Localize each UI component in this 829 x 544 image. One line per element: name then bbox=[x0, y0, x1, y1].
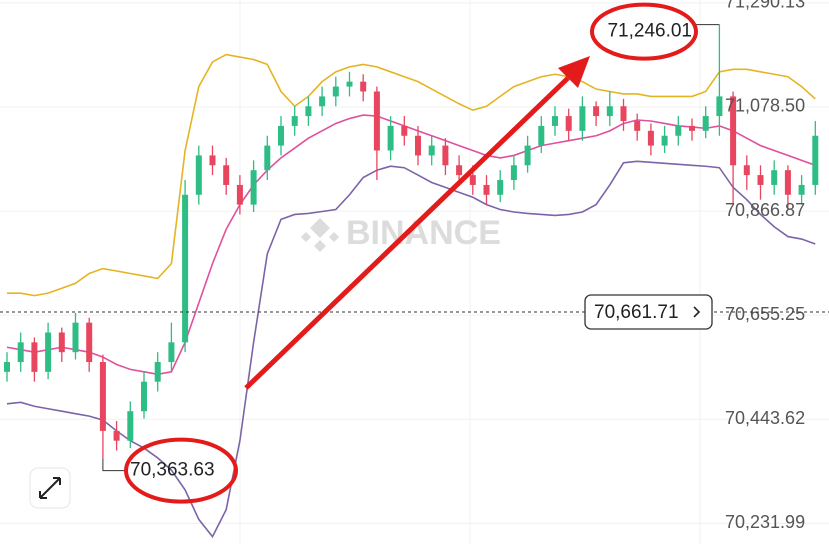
watermark-logo bbox=[301, 218, 339, 252]
candle-body bbox=[442, 145, 449, 166]
candle-body bbox=[236, 184, 243, 205]
candle-body bbox=[141, 381, 147, 412]
candle-body bbox=[702, 116, 709, 131]
annotations: 70,661.71 71,246.01 70,363.63 bbox=[0, 2, 829, 504]
y-tick-label: 70,231.99 bbox=[725, 512, 805, 532]
candle-body bbox=[45, 332, 52, 372]
candle-body bbox=[291, 116, 298, 126]
candle-body bbox=[373, 91, 380, 151]
candle-body bbox=[127, 411, 134, 441]
candle-body bbox=[771, 170, 778, 185]
low-circle bbox=[124, 437, 238, 504]
band-line bbox=[7, 53, 816, 297]
candle-body bbox=[661, 135, 668, 146]
candle-body bbox=[4, 362, 10, 372]
candle-body bbox=[538, 125, 545, 146]
candle-body bbox=[716, 96, 723, 117]
candle-body bbox=[99, 362, 106, 431]
candle-body bbox=[415, 135, 421, 156]
candle-body bbox=[606, 106, 613, 117]
high-circle bbox=[590, 2, 698, 61]
current-price-label: 70,661.71 bbox=[594, 302, 679, 323]
high-label: 71,246.01 bbox=[607, 21, 692, 42]
candle-body bbox=[428, 145, 435, 156]
candle-body bbox=[483, 184, 490, 195]
current-price-box bbox=[584, 294, 713, 330]
candle-body bbox=[278, 125, 284, 146]
candle-body bbox=[510, 165, 517, 181]
arrow bbox=[244, 56, 590, 390]
candle-body bbox=[552, 116, 558, 126]
candle-body bbox=[154, 362, 161, 382]
candle-body bbox=[497, 180, 504, 195]
candle-body bbox=[58, 332, 65, 353]
candle-body bbox=[798, 184, 805, 195]
candle-body bbox=[305, 106, 312, 117]
expand-button[interactable] bbox=[29, 467, 71, 509]
watermark: BINANCE bbox=[301, 214, 501, 252]
candle-body bbox=[17, 342, 24, 363]
candle-body bbox=[332, 86, 339, 97]
candle-body bbox=[757, 175, 764, 185]
candle-body bbox=[401, 125, 408, 136]
candles bbox=[4, 24, 819, 459]
low-label: 70,363.63 bbox=[130, 460, 215, 481]
y-tick-label: 70,443.62 bbox=[725, 408, 805, 428]
candle-body bbox=[812, 135, 819, 185]
y-tick-label: 70,866.87 bbox=[725, 200, 805, 220]
candle-body bbox=[456, 165, 463, 176]
candle-body bbox=[72, 322, 79, 353]
candle-body bbox=[565, 116, 572, 131]
candle-body bbox=[182, 194, 189, 343]
candle-body bbox=[250, 170, 257, 205]
low-connector bbox=[102, 458, 128, 472]
arrow-line bbox=[244, 76, 570, 390]
candle-body bbox=[593, 106, 600, 117]
candle-body bbox=[730, 96, 737, 166]
candle-body bbox=[675, 125, 682, 136]
chevron bbox=[693, 306, 701, 318]
candle-body bbox=[209, 155, 216, 166]
y-tick-label: 70,655.25 bbox=[725, 304, 805, 324]
y-tick-label: 71,290.13 bbox=[725, 0, 805, 12]
candle-body bbox=[634, 120, 641, 131]
candle-body bbox=[86, 322, 93, 363]
candle-body bbox=[743, 165, 750, 176]
candle-body bbox=[195, 155, 202, 195]
candle-body bbox=[524, 145, 531, 166]
y-axis: 70,231.99 70,443.62 70,655.25 70,866.87 71,0… bbox=[725, 0, 805, 532]
arrow-head bbox=[558, 56, 590, 88]
candle-body bbox=[784, 170, 791, 195]
y-tick-label: 71,078.50 bbox=[725, 96, 805, 116]
candle-body bbox=[346, 81, 353, 87]
candle-body bbox=[113, 430, 120, 441]
candle-body bbox=[647, 130, 654, 146]
candle-body bbox=[360, 81, 367, 92]
candle-body bbox=[264, 145, 271, 171]
candle-body bbox=[469, 175, 476, 185]
candle-body bbox=[579, 106, 586, 131]
candle-body bbox=[689, 125, 695, 131]
candle-body bbox=[168, 342, 175, 363]
candle-body bbox=[387, 125, 394, 151]
expand-icon[interactable] bbox=[39, 477, 61, 499]
candle-body bbox=[620, 106, 627, 121]
candle-body bbox=[223, 165, 230, 185]
candle-body bbox=[319, 96, 326, 107]
candle-body bbox=[31, 342, 38, 372]
